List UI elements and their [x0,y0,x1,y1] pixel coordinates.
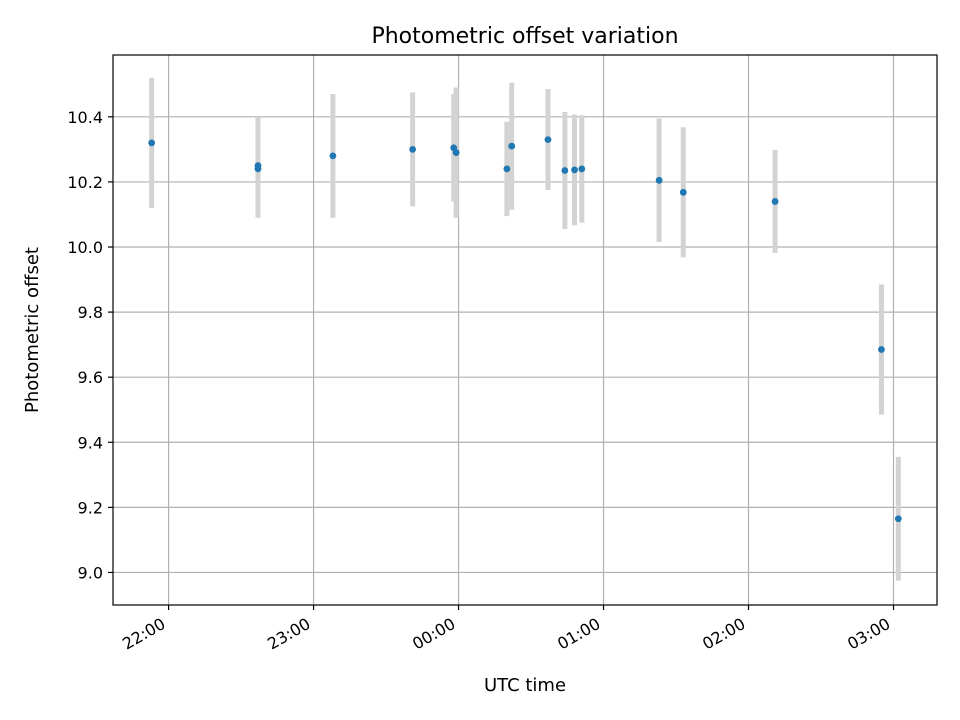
y-tick-label: 9.6 [78,368,103,387]
y-tick-label: 10.2 [67,173,103,192]
data-point [578,165,586,173]
data-point [329,152,337,160]
data-points [148,136,902,523]
x-axis-label: UTC time [484,675,566,696]
y-tick-label: 9.4 [78,433,103,452]
plot-frame [112,54,938,606]
y-tick-label: 9.0 [78,563,103,582]
y-tick-label: 10.0 [67,238,103,257]
data-point [771,198,779,205]
data-point [254,162,262,170]
data-point [655,176,663,184]
data-point [409,145,417,153]
grid-lines [113,55,937,605]
data-point [148,139,156,147]
data-point [508,142,516,150]
data-point [679,188,687,196]
y-tick-label: 10.4 [67,108,103,127]
data-point [894,515,902,523]
y-tick-label: 9.2 [78,498,103,517]
chart-title: Photometric offset variation [371,24,678,49]
y-tick-label: 9.8 [78,303,103,322]
y-axis-label: Photometric offset [22,247,43,413]
data-point [571,166,578,174]
data-point [561,167,569,174]
data-point [544,136,552,144]
data-point [878,346,885,353]
data-point [503,165,511,173]
data-point [452,149,460,157]
